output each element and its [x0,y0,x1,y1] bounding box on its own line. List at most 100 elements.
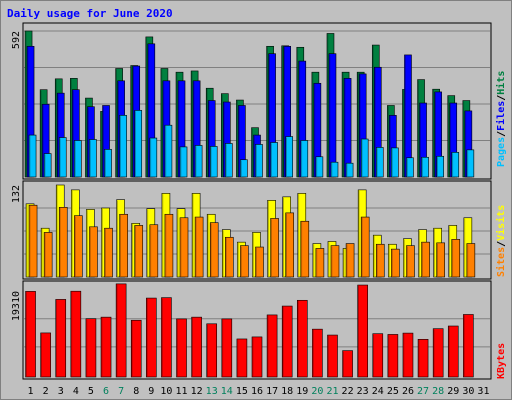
legend-entry: / [496,131,507,137]
kbytes-bar [342,350,353,378]
sites-bar [375,243,385,278]
kbytes-bar [327,334,338,378]
pages-bar [391,147,399,178]
pages-bar [209,146,218,178]
x-tick-label: 3 [58,386,64,397]
kbytes-bar [296,299,308,378]
sites-bar [28,204,38,278]
x-tick-label: 26 [402,386,414,397]
kbytes-bar [387,334,399,378]
kbytes-bar [25,291,36,378]
x-tick-label: 13 [206,386,218,397]
x-tick-label: 28 [432,386,444,397]
x-tick-label: 23 [357,386,369,397]
legend-entry: Pages [496,137,507,167]
panel-0-border [22,22,492,180]
sites-bar [421,241,430,278]
sites-bar [406,245,415,278]
pages-bar [436,155,444,178]
pages-bar [300,140,309,178]
panel-2-max-label: 132 [11,185,22,203]
panel-3-max-label: 19310 [11,291,22,321]
x-tick-label: 19 [296,386,308,397]
panel-1-legend: Pages/Files/Hits [495,71,507,167]
pages-bar [466,149,475,178]
sites-bar [466,243,476,278]
kbytes-bar [463,314,474,378]
pages-bar [451,152,460,178]
kbytes-bar [40,332,51,378]
pages-bar [194,145,203,178]
x-tick-label: 8 [133,386,139,397]
sites-bar [58,207,68,278]
pages-bar [134,110,143,178]
kbytes-bar [70,290,82,378]
panel-3-legend: KBytes [496,343,507,379]
x-tick-label: 4 [73,386,79,397]
pages-bar [74,140,82,178]
sites-bar [179,217,189,278]
kbytes-bar [251,336,263,378]
kbytes-bar [402,332,414,378]
sites-bar [391,248,400,278]
kbytes-bar [115,283,127,378]
panel-2-border [22,280,492,380]
pages-bar [104,149,112,178]
pages-bar [421,156,429,178]
x-tick-label: 25 [387,386,399,397]
legend-entry: Files [495,101,507,131]
pages-bar [43,153,52,178]
pages-bar [225,143,233,178]
sites-bar [89,226,98,278]
panel-1-max-label: 592 [11,31,22,49]
pages-bar [58,137,67,178]
kbytes-bar [266,314,278,378]
pages-bar [375,147,384,178]
kbytes-bar [372,333,384,378]
x-tick-label: 2 [43,386,49,397]
sites-bar [43,232,53,278]
pages-bar [345,162,354,178]
kbytes-bar [206,323,218,378]
kbytes-bar [357,284,368,378]
legend-entry: Hits [495,71,507,95]
sites-bar [104,227,113,278]
x-tick-label: 20 [311,386,323,397]
kbytes-bar [100,316,112,378]
legend-entry: Visits [495,205,507,241]
x-tick-label: 1 [28,386,34,397]
x-tick-label: 12 [191,386,203,397]
kbytes-bar [55,299,67,378]
sites-bar [436,242,445,278]
pages-bar [330,161,339,178]
legend-entry: / [496,95,507,101]
pages-bar [240,159,248,178]
x-tick-label: 14 [221,386,233,397]
sites-bar [134,225,144,278]
x-tick-label: 5 [88,386,94,397]
pages-bar [89,139,97,178]
sites-bar [345,243,355,278]
pages-bar [119,115,127,178]
x-tick-label: 22 [342,386,354,397]
x-tick-label: 30 [462,386,474,397]
kbytes-bar [161,297,172,378]
x-tick-label: 16 [251,386,263,397]
pages-bar [149,137,158,178]
pages-bar [28,134,37,178]
legend-entry: / [496,241,507,247]
pages-bar [179,146,188,178]
sites-bar [451,239,461,278]
x-tick-label: 17 [266,386,278,397]
kbytes-bar [130,319,142,378]
x-tick-label: 9 [148,386,154,397]
kbytes-bar [191,316,202,378]
pages-bar [164,124,173,178]
pages-bar [285,136,293,178]
sites-bar [255,246,264,278]
sites-bar [330,245,340,278]
x-tick-label: 6 [103,386,109,397]
pages-bar [406,157,414,178]
